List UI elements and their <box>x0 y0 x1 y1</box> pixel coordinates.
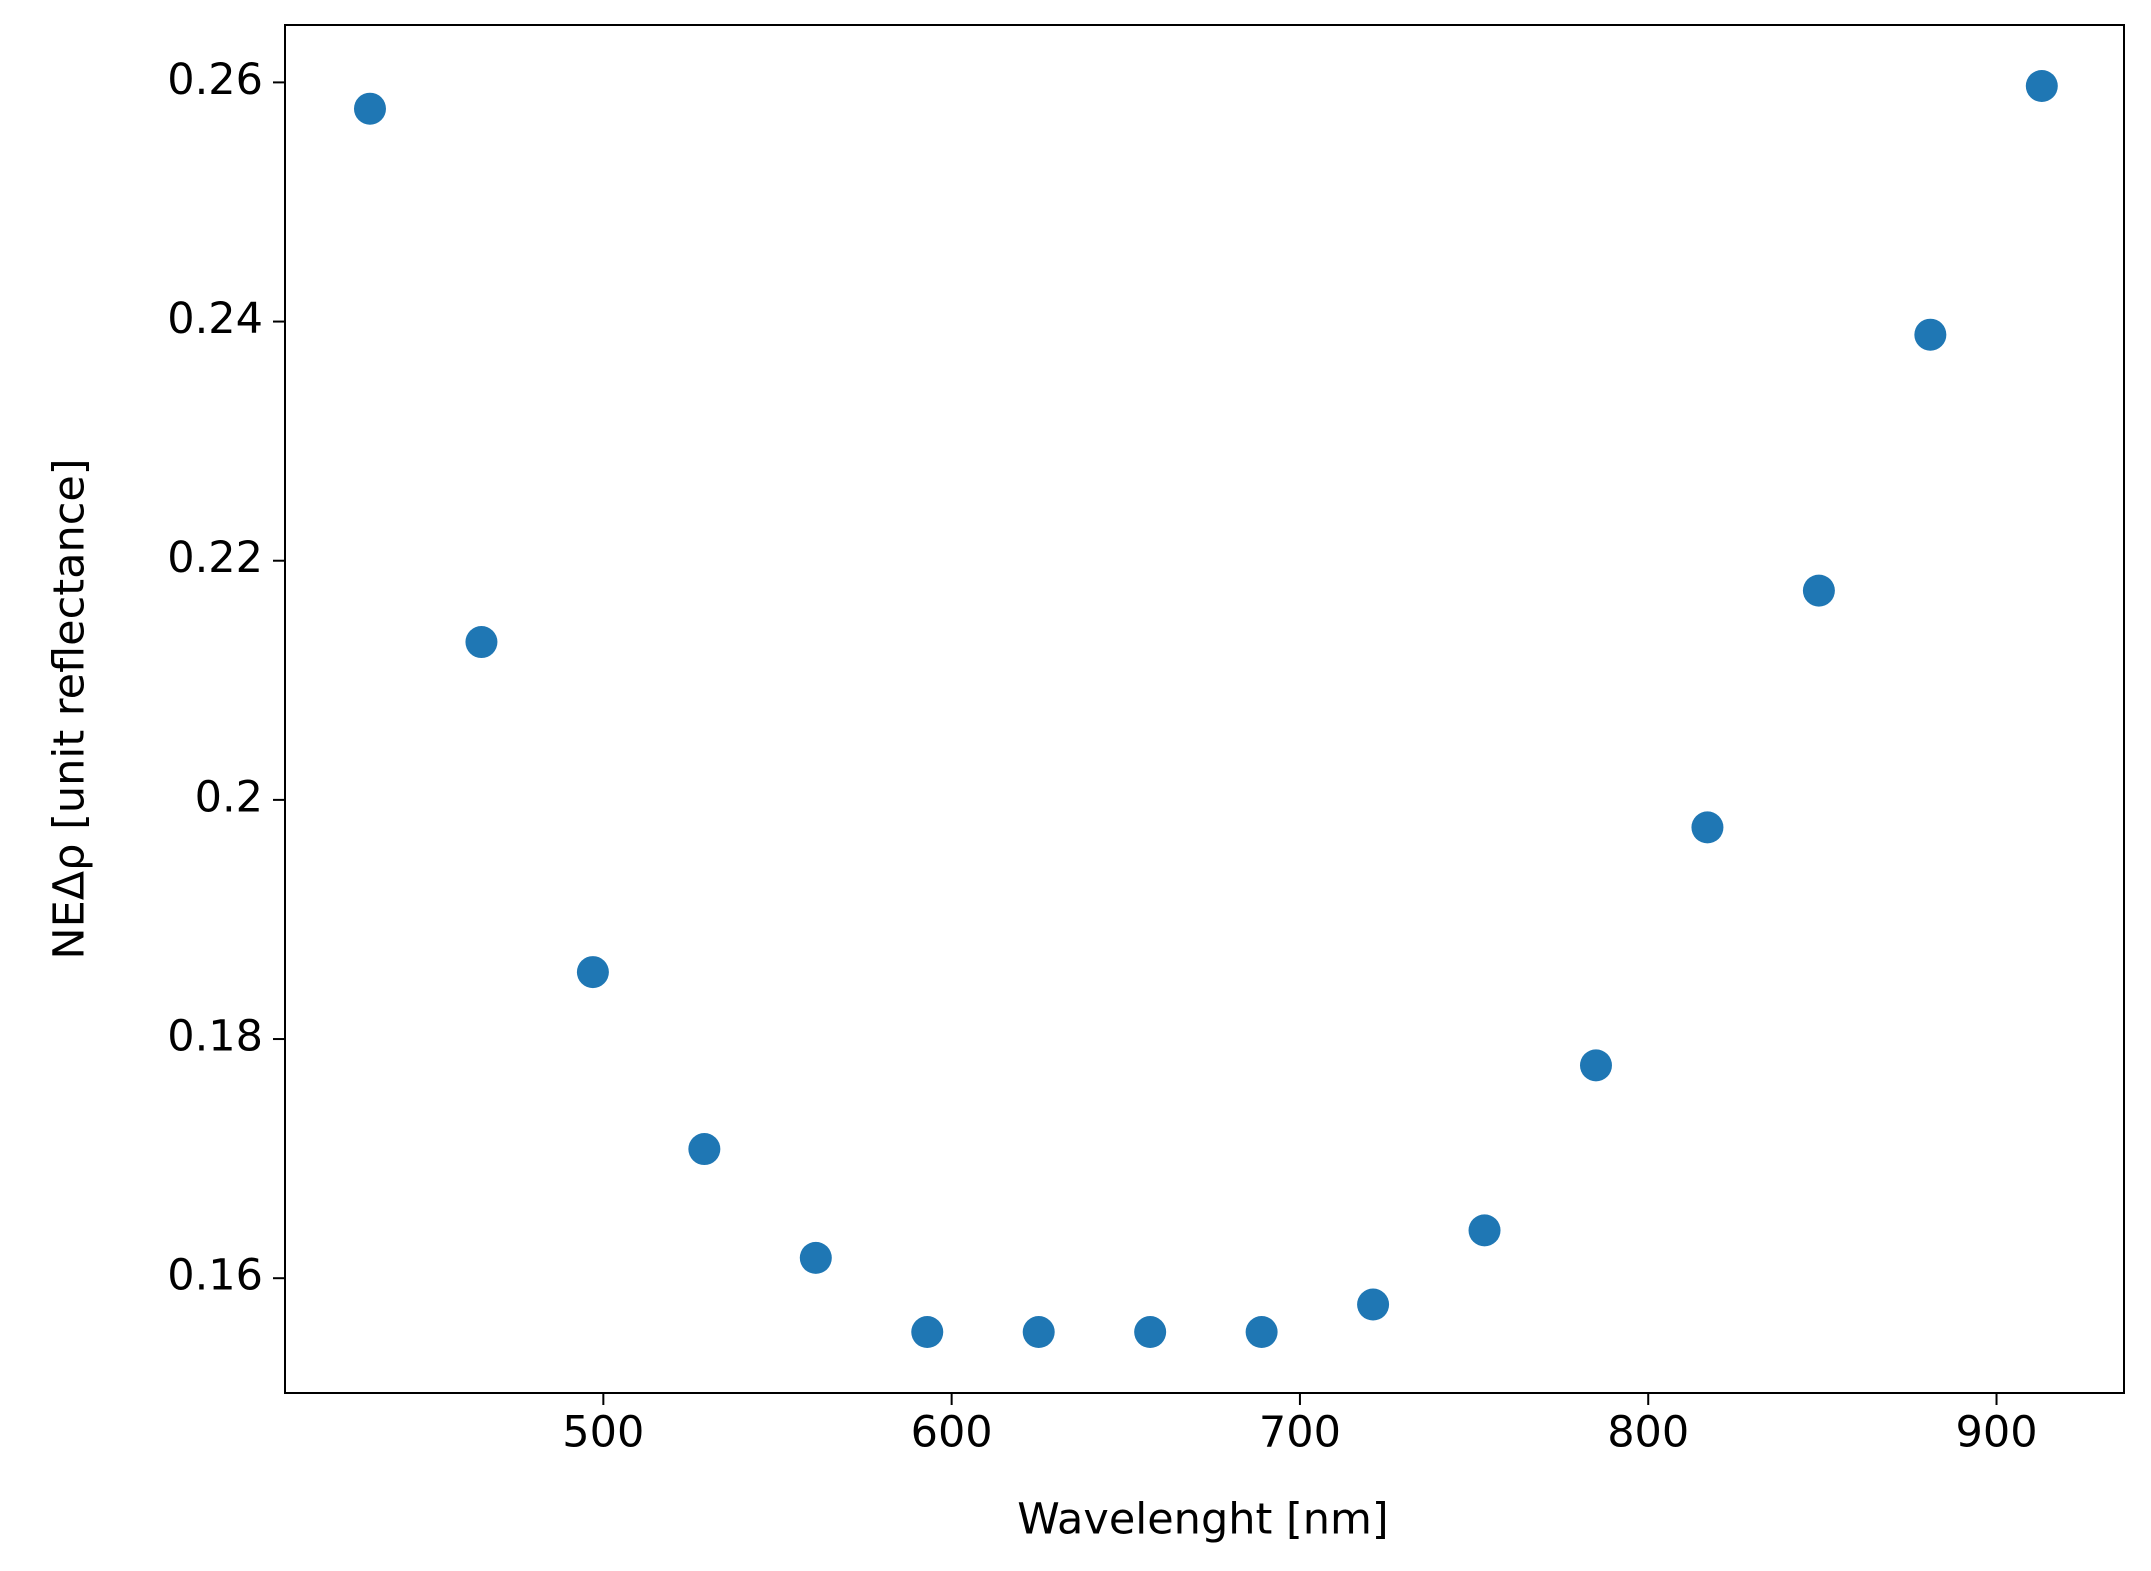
point <box>1579 1049 1612 1082</box>
point <box>1468 1214 1501 1247</box>
y-tick-label: 0.18 <box>167 1012 263 1062</box>
point <box>1134 1316 1167 1349</box>
x-tick-label: 700 <box>1259 1408 1341 1458</box>
plot-frame <box>284 24 2125 1394</box>
point <box>1245 1316 1278 1349</box>
y-axis-label: NEΔρ [unit reflectance] <box>45 458 95 959</box>
point <box>1914 318 1947 351</box>
point <box>799 1241 832 1274</box>
point <box>465 626 498 659</box>
point <box>1691 811 1724 844</box>
x-tick-label: 900 <box>1955 1408 2037 1458</box>
y-tick-label: 0.22 <box>167 533 263 583</box>
point <box>1802 574 1835 607</box>
point <box>1022 1316 1055 1349</box>
x-tick-label: 800 <box>1607 1408 1689 1458</box>
y-tick-label: 0.24 <box>167 294 263 344</box>
point <box>688 1133 721 1166</box>
y-tick-label: 0.2 <box>195 772 263 822</box>
point <box>1357 1288 1390 1321</box>
point <box>911 1316 944 1349</box>
x-tick-label: 600 <box>911 1408 993 1458</box>
x-tick-label: 500 <box>562 1408 644 1458</box>
x-axis-label: Wavelenght [nm] <box>1017 1495 1388 1545</box>
y-tick-label: 0.16 <box>167 1251 263 1301</box>
y-tick-label: 0.26 <box>167 55 263 105</box>
point <box>576 956 609 989</box>
point <box>2025 69 2058 102</box>
point <box>353 92 386 125</box>
